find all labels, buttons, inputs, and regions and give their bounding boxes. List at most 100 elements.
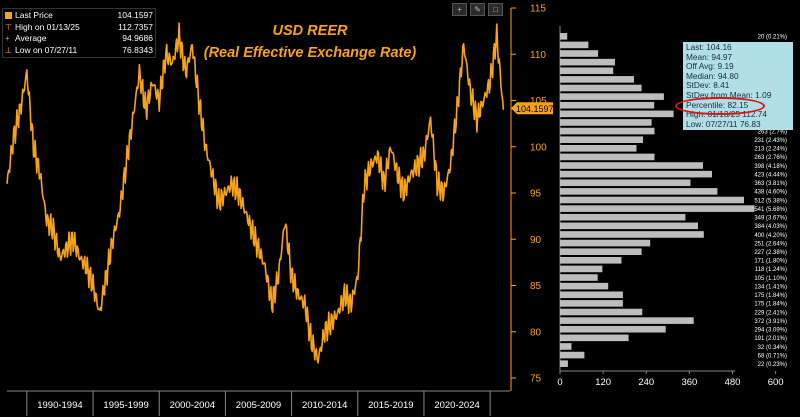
histogram-bar	[560, 179, 691, 187]
histogram-bar	[560, 110, 674, 118]
histogram-bar	[560, 145, 637, 152]
legend-average: + Average 94.9686	[5, 33, 153, 43]
histogram-bar	[560, 239, 651, 247]
histogram-bar-label: 227 (2.38%)	[754, 250, 787, 256]
x-tick-label: 2000-2004	[170, 400, 215, 411]
histogram-x-tick-label: 480	[725, 377, 741, 388]
histogram-bar-label: 175 (1.84%)	[754, 302, 787, 308]
histogram-bar-label: 349 (3.67%)	[754, 216, 787, 222]
histogram-x-tick-label: 120	[595, 377, 611, 388]
x-axis: 1990-1994 1995-1999 2000-2004 2005-2009 2010…	[7, 390, 510, 416]
histogram-bar-label: 438 (4.60%)	[754, 190, 787, 196]
y-tick-label: 115	[530, 4, 546, 15]
histogram-bar	[560, 162, 703, 169]
histogram-bar-label: 398 (4.18%)	[754, 164, 787, 170]
histogram-bar	[560, 119, 652, 126]
window-icon[interactable]: □	[488, 3, 503, 16]
histogram-bar-label: 231 (2.43%)	[754, 138, 787, 144]
histogram-bar	[560, 84, 642, 92]
percentile-highlight-circle	[675, 97, 765, 115]
title-line-2: (Real Effective Exchange Rate)	[203, 45, 417, 61]
histogram-x-tick-label: 600	[768, 377, 784, 388]
histogram-bar	[560, 213, 686, 221]
histogram-bar	[560, 170, 712, 178]
histogram-bar	[560, 222, 698, 230]
pencil-icon[interactable]: ✎	[470, 3, 485, 16]
histogram-bar-label: 423 (4.44%)	[754, 172, 787, 178]
histogram-bar-label: 171 (1.80%)	[754, 259, 787, 265]
stat-median: Median: 94.80	[686, 70, 739, 81]
histogram-bar-label: 263 (2.76%)	[754, 155, 787, 161]
histogram-bar	[560, 257, 622, 264]
stat-mean: Mean: 94.97	[686, 51, 733, 62]
histogram-bar	[560, 205, 755, 212]
chart-toolbar: + ✎ □	[452, 3, 503, 16]
last-price-tag	[511, 102, 553, 115]
histogram-bar	[560, 343, 572, 350]
stat-low: Low: 07/27/11 76.83	[686, 118, 761, 129]
histogram-bar	[560, 76, 634, 83]
x-tick-label: 2020-2024	[434, 400, 479, 411]
swatch-icon	[5, 12, 12, 20]
histogram-bar	[560, 93, 664, 100]
y-tick-label: 110	[530, 50, 546, 61]
legend-high: ⊤ High on 01/13/25 112.7357	[5, 21, 153, 32]
title-line-1: USD REER	[272, 23, 348, 39]
histogram-bar-label: 263 (2.7%)	[758, 129, 787, 135]
histogram-bar	[560, 282, 609, 290]
histogram-x-tick-label: 240	[638, 377, 654, 388]
histogram-bar	[560, 360, 568, 367]
low-marker-icon: ⊥	[5, 45, 12, 55]
histogram-bar-label: 213 (2.24%)	[754, 147, 787, 153]
histogram-bar	[560, 351, 585, 359]
histogram-bar	[560, 50, 599, 57]
histogram-bar	[560, 317, 694, 324]
histogram-bar-label: 400 (4.20%)	[754, 233, 787, 239]
y-axis: 75 80 85 90 95 100 105 110 115 104.1597	[510, 4, 554, 391]
histogram-bar	[560, 325, 666, 333]
x-tick-label: 2005-2009	[236, 400, 281, 411]
legend-last-price: Last Price 104.1597	[5, 10, 153, 22]
histogram-bar	[560, 300, 623, 307]
high-marker-icon: ⊤	[5, 22, 12, 32]
histogram-bar	[560, 41, 589, 49]
histogram-x-tick-label: 360	[681, 377, 697, 388]
histogram-bar	[560, 196, 744, 204]
average-marker-icon: +	[5, 34, 10, 43]
histogram-bar	[560, 231, 704, 238]
y-tick-label: 100	[530, 142, 547, 153]
histogram-bar	[560, 188, 718, 195]
histogram-bar	[560, 33, 568, 40]
histogram-bar-label: 22 (0.23%)	[758, 362, 787, 368]
x-tick-label: 1995-1999	[103, 400, 148, 411]
histogram-bar-label: 251 (2.64%)	[754, 241, 787, 247]
y-tick-label: 85	[530, 281, 542, 292]
histogram-bar-label: 118 (1.24%)	[755, 267, 787, 273]
y-tick-label: 80	[530, 327, 542, 338]
x-tick-label: 2015-2019	[368, 400, 413, 411]
price-line-chart	[6, 22, 505, 364]
stats-box: Last: 104.16 Mean: 94.97 Off Avg: 9.19 M…	[683, 42, 793, 131]
last-price-tag-label: 104.1597	[516, 104, 554, 114]
histogram-bar-label: 105 (1.10%)	[754, 276, 787, 282]
histogram-x-tick-label: 0	[557, 377, 562, 388]
histogram-bar	[560, 334, 629, 342]
histogram-bar-label: 363 (3.81%)	[754, 181, 787, 187]
histogram-bar-label: 541 (5.68%)	[754, 207, 787, 213]
histogram-bar-label: 32 (0.34%)	[758, 345, 787, 351]
y-tick-label: 90	[530, 235, 542, 246]
chart-title: USD REER (Real Effective Exchange Rate)	[185, 20, 435, 64]
histogram-bar-label: 294 (3.09%)	[754, 328, 787, 334]
histogram-bar-label: 191 (2.01%)	[754, 336, 787, 342]
histogram-bar	[560, 153, 655, 161]
legend-box: Last Price 104.1597 ⊤ High on 01/13/25 1…	[2, 8, 156, 58]
plus-icon[interactable]: +	[452, 3, 467, 16]
y-tick-label: 95	[530, 189, 542, 200]
stat-last: Last: 104.16	[686, 42, 732, 52]
histogram-bar	[560, 136, 643, 143]
legend-low: ⊥ Low on 07/27/11 76.8343	[5, 44, 153, 55]
histogram-bar	[560, 308, 643, 316]
x-tick-label: 1990-1994	[37, 400, 82, 411]
histogram-bar	[560, 101, 655, 109]
